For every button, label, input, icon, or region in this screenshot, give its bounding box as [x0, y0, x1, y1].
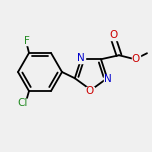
Text: N: N	[104, 74, 112, 84]
Text: Cl: Cl	[18, 98, 28, 108]
Bar	[110, 31, 118, 40]
Text: O: O	[86, 86, 94, 96]
Bar	[132, 55, 140, 64]
Text: N: N	[77, 53, 85, 63]
Bar	[23, 36, 31, 45]
Text: F: F	[24, 36, 30, 46]
Bar	[86, 86, 94, 95]
Text: O: O	[132, 54, 140, 64]
Bar	[16, 98, 30, 108]
Bar	[77, 54, 85, 63]
Text: O: O	[110, 30, 118, 40]
Bar	[104, 75, 112, 84]
